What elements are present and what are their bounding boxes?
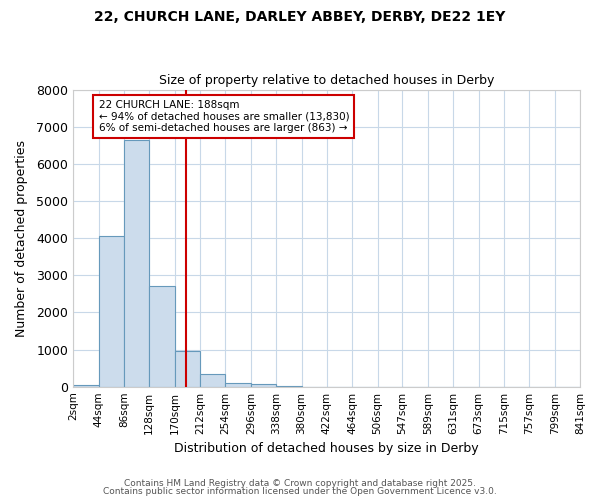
Title: Size of property relative to detached houses in Derby: Size of property relative to detached ho… bbox=[159, 74, 494, 87]
Text: 22, CHURCH LANE, DARLEY ABBEY, DERBY, DE22 1EY: 22, CHURCH LANE, DARLEY ABBEY, DERBY, DE… bbox=[94, 10, 506, 24]
Y-axis label: Number of detached properties: Number of detached properties bbox=[15, 140, 28, 336]
Text: Contains public sector information licensed under the Open Government Licence v3: Contains public sector information licen… bbox=[103, 487, 497, 496]
Bar bbox=[73, 385, 98, 386]
Text: Contains HM Land Registry data © Crown copyright and database right 2025.: Contains HM Land Registry data © Crown c… bbox=[124, 478, 476, 488]
Bar bbox=[124, 140, 149, 386]
Bar bbox=[200, 374, 226, 386]
Bar bbox=[175, 350, 200, 386]
Text: 22 CHURCH LANE: 188sqm
← 94% of detached houses are smaller (13,830)
6% of semi-: 22 CHURCH LANE: 188sqm ← 94% of detached… bbox=[98, 100, 349, 133]
Bar bbox=[98, 236, 124, 386]
Bar bbox=[251, 384, 276, 386]
Bar bbox=[149, 286, 175, 386]
Bar bbox=[226, 382, 251, 386]
X-axis label: Distribution of detached houses by size in Derby: Distribution of detached houses by size … bbox=[174, 442, 479, 455]
